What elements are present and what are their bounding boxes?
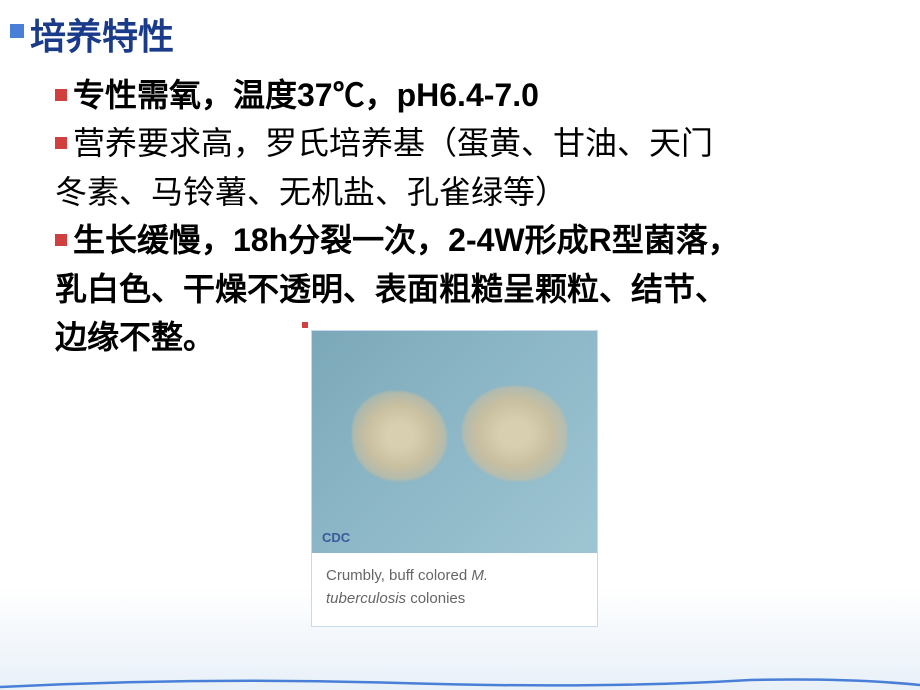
bullet-1-text: 专性需氧，温度37℃，pH6.4-7.0 <box>73 77 539 113</box>
small-bullet-icon <box>302 322 308 328</box>
caption-text-1b: M. <box>471 567 488 584</box>
bullet-2-line1: 营养要求高，罗氏培养基（蛋黄、甘油、天门 <box>73 125 713 161</box>
bullet-red-icon <box>55 137 67 149</box>
bullet-blue-icon <box>10 24 24 38</box>
figure-caption: Crumbly, buff colored M. tuberculosis co… <box>312 553 597 626</box>
colony-figure: CDC Crumbly, buff colored M. tuberculosi… <box>311 330 598 627</box>
bullet-item-2: 营养要求高，罗氏培养基（蛋黄、甘油、天门 <box>55 120 890 166</box>
caption-text-1a: Crumbly, buff colored <box>326 567 471 584</box>
bullet-item-3: 生长缓慢，18h分裂一次，2-4W形成R型菌落， <box>55 217 890 263</box>
title-text: 培养特性 <box>30 8 174 60</box>
bullet-2-line2: 冬素、马铃薯、无机盐、孔雀绿等） <box>55 169 890 215</box>
bullet-red-icon <box>55 234 67 246</box>
colony-photo: CDC <box>312 331 597 553</box>
cdc-label: CDC <box>322 530 350 545</box>
bullet-3-line1: 生长缓慢，18h分裂一次，2-4W形成R型菌落， <box>73 222 740 258</box>
bullet-red-icon <box>55 89 67 101</box>
colony-shape-left <box>352 391 447 481</box>
caption-text-2a: tuberculosis <box>326 590 406 607</box>
decorative-footer-line <box>0 675 920 690</box>
bullet-item-1: 专性需氧，温度37℃，pH6.4-7.0 <box>55 72 890 118</box>
content-area: 专性需氧，温度37℃，pH6.4-7.0 营养要求高，罗氏培养基（蛋黄、甘油、天… <box>0 60 920 360</box>
slide-title: 培养特性 <box>0 0 920 60</box>
caption-text-2b: colonies <box>406 590 465 607</box>
bullet-3-line2: 乳白色、干燥不透明、表面粗糙呈颗粒、结节、 <box>55 266 890 312</box>
colony-shape-right <box>462 386 567 481</box>
